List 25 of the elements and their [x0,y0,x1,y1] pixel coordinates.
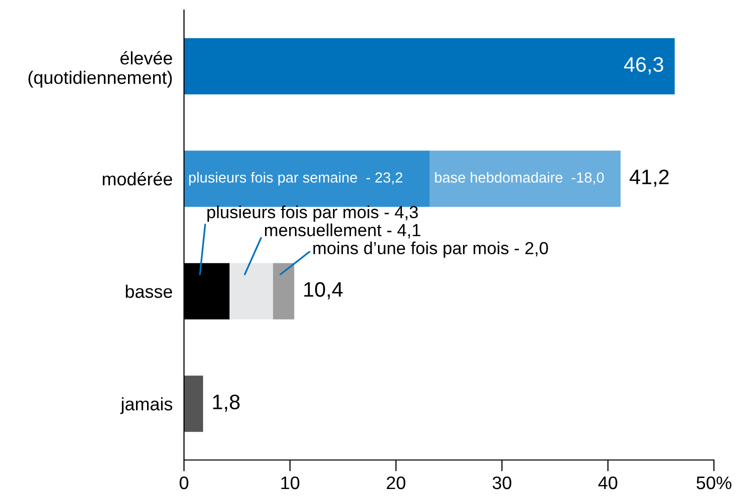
y-tick-label: élevée (quotidiennement) [28,51,172,88]
total-label: 41,2 [630,170,669,187]
total-label: 1,8 [213,394,240,412]
annotation: plusieurs fois par semaine - 23,2 [189,172,402,186]
y-tick-label: jamais [120,397,172,414]
x-tick-label: 0 [180,476,188,490]
bar [430,150,621,207]
x-tick-label: 30 [492,476,512,490]
data-label: 46,3 [624,57,664,74]
bar [184,150,430,207]
x-tick-label: 20 [386,476,406,490]
annotation: moins d’une fois par mois - 2,0 [313,242,548,258]
total-label: 10,4 [304,282,343,300]
bar [184,376,204,432]
bar [273,263,294,320]
y-tick-label: modérée [102,172,172,186]
annotation: mensuellement - 4,1 [265,224,420,238]
x-tick-label: 50% [696,476,732,490]
bar [230,263,274,320]
y-tick-label: basse [126,284,172,298]
bar [184,38,675,94]
x-tick-label: 40 [598,476,618,490]
annotation: base hebdomadaire -18,0 [435,172,604,184]
annotation: plusieurs fois par mois - 4,3 [207,206,418,222]
x-tick-label: 10 [281,476,300,490]
